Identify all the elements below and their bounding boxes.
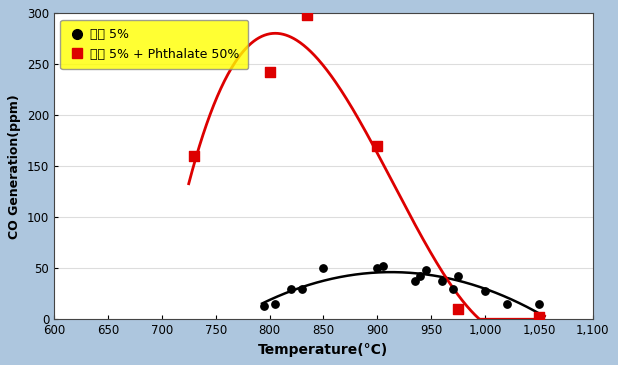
Point <box>453 306 463 312</box>
Point <box>448 286 458 292</box>
Point <box>415 273 425 279</box>
Point <box>437 277 447 283</box>
Point <box>421 268 431 273</box>
Point <box>373 265 383 271</box>
Point <box>378 263 387 269</box>
Point <box>534 314 544 320</box>
Point <box>259 303 269 309</box>
Point <box>453 273 463 279</box>
Point <box>189 153 199 159</box>
X-axis label: Temperature(°C): Temperature(°C) <box>258 343 389 357</box>
Point <box>318 265 328 271</box>
Point <box>286 286 296 292</box>
Point <box>502 301 512 307</box>
Point <box>297 286 307 292</box>
Point <box>480 288 490 293</box>
Legend: 요소 5%, 요소 5% + Phthalate 50%: 요소 5%, 요소 5% + Phthalate 50% <box>60 20 248 69</box>
Point <box>410 277 420 283</box>
Point <box>534 301 544 307</box>
Y-axis label: CO Generation(ppm): CO Generation(ppm) <box>8 94 22 239</box>
Point <box>265 70 274 76</box>
Point <box>302 12 312 18</box>
Point <box>270 301 280 307</box>
Point <box>373 143 383 149</box>
